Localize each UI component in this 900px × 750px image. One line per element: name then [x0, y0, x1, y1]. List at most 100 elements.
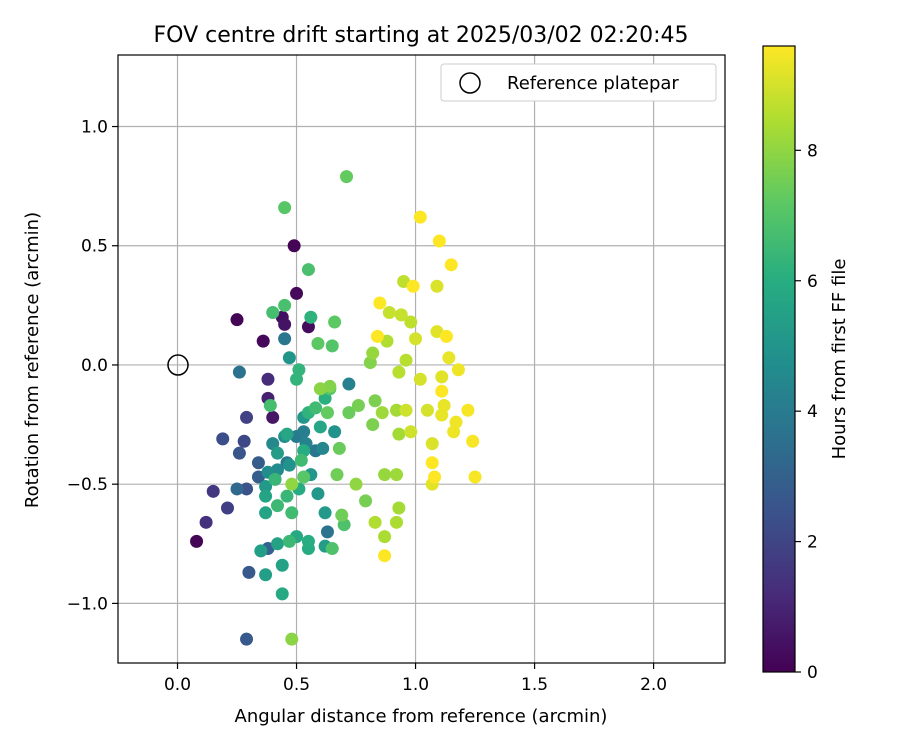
- colorbar-ticks: 0 2 4 6 8: [795, 141, 818, 683]
- data-point: [275, 558, 289, 572]
- x-tick-label: 1.5: [521, 675, 548, 695]
- data-point: [390, 468, 404, 482]
- scatter-points: [190, 170, 482, 646]
- data-point: [366, 346, 380, 360]
- data-point: [278, 332, 292, 346]
- legend: Reference platepar: [440, 63, 717, 102]
- data-point: [432, 234, 446, 248]
- reference-platepar-marker: [167, 354, 189, 376]
- data-point: [392, 365, 406, 379]
- data-point: [313, 382, 327, 396]
- data-point: [294, 453, 308, 467]
- y-axis-label: Rotation from reference (arcmin): [22, 212, 43, 508]
- data-point: [237, 434, 251, 448]
- data-point: [342, 377, 356, 391]
- data-point: [270, 446, 284, 460]
- data-point: [240, 482, 254, 496]
- data-point: [425, 456, 439, 470]
- data-point: [301, 534, 315, 548]
- data-point: [275, 587, 289, 601]
- x-axis-label: Angular distance from reference (arcmin): [235, 706, 608, 727]
- data-point: [313, 420, 327, 434]
- data-point: [266, 306, 280, 320]
- data-point: [413, 210, 427, 224]
- x-tick-label: 0.5: [283, 675, 310, 695]
- data-point: [368, 515, 382, 529]
- data-point: [349, 477, 363, 491]
- data-point: [259, 480, 273, 494]
- y-tick-label: −0.5: [67, 475, 108, 495]
- colorbar-tick-label: 8: [807, 141, 818, 161]
- data-point: [240, 632, 254, 646]
- data-point: [332, 441, 346, 455]
- data-point: [311, 337, 325, 351]
- data-point: [232, 365, 246, 379]
- data-point: [404, 315, 418, 329]
- data-point: [435, 384, 449, 398]
- data-point: [282, 534, 296, 548]
- data-point: [466, 434, 480, 448]
- data-point: [340, 170, 354, 184]
- data-point: [394, 308, 408, 322]
- data-point: [230, 482, 244, 496]
- colorbar-tick-label: 4: [807, 402, 818, 422]
- data-point: [268, 472, 282, 486]
- data-point: [256, 334, 270, 348]
- data-point: [318, 506, 332, 520]
- data-point: [335, 508, 349, 522]
- data-point: [449, 415, 463, 429]
- data-point: [370, 329, 384, 343]
- data-point: [413, 372, 427, 386]
- data-point: [378, 530, 392, 544]
- data-point: [399, 353, 413, 367]
- data-point: [404, 425, 418, 439]
- data-point: [242, 565, 256, 579]
- data-point: [430, 279, 444, 293]
- data-point: [435, 370, 449, 384]
- data-point: [359, 494, 373, 508]
- data-point: [378, 549, 392, 563]
- data-point: [420, 403, 434, 417]
- data-point: [266, 410, 280, 424]
- data-point: [444, 258, 458, 272]
- y-tick-label: −1.0: [67, 594, 108, 614]
- colorbar-tick-label: 2: [807, 533, 818, 553]
- data-point: [230, 313, 244, 327]
- colorbar-tick-label: 0: [807, 663, 818, 683]
- data-point: [282, 458, 296, 472]
- x-axis-ticks: 0.0 0.5 1.0 1.5 2.0: [164, 663, 667, 695]
- x-tick-label: 1.0: [402, 675, 429, 695]
- data-point: [301, 263, 315, 277]
- data-point: [285, 477, 299, 491]
- data-point: [382, 306, 396, 320]
- colorbar-label: Hours from first FF file: [829, 259, 850, 460]
- data-point: [278, 298, 292, 312]
- data-point: [240, 410, 254, 424]
- data-point: [390, 515, 404, 529]
- data-point: [304, 310, 318, 324]
- data-point: [290, 286, 304, 300]
- data-point: [263, 398, 277, 412]
- data-point: [311, 487, 325, 501]
- y-tick-label: 1.0: [81, 118, 108, 138]
- data-point: [468, 470, 482, 484]
- data-point: [206, 484, 220, 498]
- data-point: [378, 468, 392, 482]
- legend-reference-label: Reference platepar: [507, 73, 679, 94]
- data-point: [259, 506, 273, 520]
- data-point: [406, 279, 420, 293]
- data-point: [325, 542, 339, 556]
- data-point: [366, 418, 380, 432]
- data-point: [254, 544, 268, 558]
- data-point: [425, 437, 439, 451]
- data-point: [439, 329, 453, 343]
- data-point: [282, 351, 296, 365]
- y-axis-ticks: −1.0 −0.5 0.0 0.5 1.0: [67, 118, 118, 614]
- x-tick-label: 0.0: [164, 675, 191, 695]
- data-point: [280, 489, 294, 503]
- data-point: [297, 470, 311, 484]
- colorbar: [762, 45, 796, 673]
- data-point: [309, 401, 323, 415]
- data-point: [428, 470, 442, 484]
- data-point: [392, 501, 406, 515]
